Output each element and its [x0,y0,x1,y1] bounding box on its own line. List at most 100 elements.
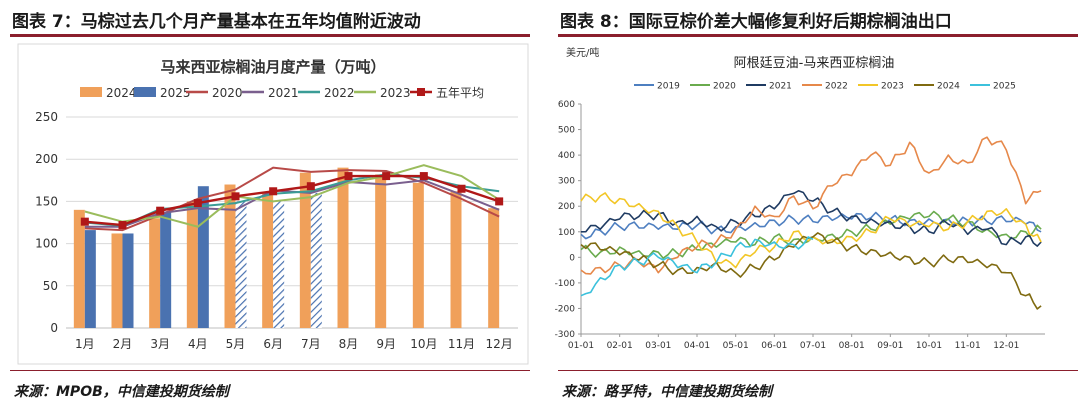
left-y-tick-label: 0 [50,321,58,335]
left-marker-五年平均 [457,184,466,193]
right-x-tick-label: 06-01 [761,341,787,351]
left-bar-2025 [160,212,172,328]
left-x-tick-label: 6月 [263,337,283,351]
left-bar-2024 [488,208,500,328]
left-title-rule [10,34,530,37]
left-y-tick-label: 150 [35,194,58,208]
left-marker-五年平均 [80,217,89,226]
left-bar-2025 [197,186,209,328]
left-legend-label: 2021 [268,86,299,100]
left-legend-label: 2024 [106,86,137,100]
right-y-unit-label: 美元/吨 [566,46,599,59]
right-y-tick-label: -200 [555,304,576,314]
left-bar-2025 [310,192,322,328]
left-bar-2024 [337,167,349,328]
left-chart-frame [17,43,529,365]
left-figure-title: 图表 7：马棕过去几个月产量基本在五年均值附近波动 [12,12,421,32]
left-marker-五年平均 [193,199,202,208]
right-line-2025 [580,236,814,297]
left-bar-2024 [73,209,85,328]
left-legend-swatch [80,87,102,97]
left-chart: 马来西亚棕榈油月度产量（万吨） 0 50 100 150 200 250 1月 2月 3月 4月 5月… [17,43,529,365]
left-legend-marker [417,88,425,96]
left-x-tick-label: 5月 [226,337,246,351]
left-legend-label: 2025 [160,86,191,100]
right-x-tick-label: 12-01 [993,341,1019,351]
right-y-tick-label: -100 [555,279,576,289]
left-marker-五年平均 [306,182,315,191]
left-x-tick-label: 7月 [301,337,321,351]
left-x-tick-label: 9月 [376,337,396,351]
right-y-tick-label: 200 [558,202,575,212]
left-x-tick-label: 8月 [339,337,359,351]
left-bar-2024 [149,218,161,328]
left-y-tick-label: 50 [43,279,58,293]
right-figure-title: 图表 8：国际豆棕价差大幅修复利好后期棕榈油出口 [560,12,952,32]
left-marker-五年平均 [495,197,504,206]
right-y-tick-label: 0 [569,253,575,263]
right-x-tick-label: 03-01 [645,341,671,351]
right-line-2021 [580,190,1042,247]
left-bar-2025 [122,233,134,328]
right-legend-label: 2024 [937,82,960,92]
left-legend-swatch [134,87,156,97]
left-figure-panel: 图表 7：马棕过去几个月产量基本在五年均值附近波动 马来西亚棕榈油月度产量（万吨… [10,12,530,400]
left-x-tick-label: 11月 [448,337,475,351]
left-bar-2024 [412,182,424,328]
left-source-note: 来源：MPOB，中信建投期货绘制 [14,384,229,400]
right-title-rule [558,34,1078,37]
right-y-tick-label: 300 [558,177,575,187]
left-legend-label: 2022 [324,86,355,100]
left-x-tick-label: 3月 [150,337,170,351]
right-x-tick-label: 11-01 [955,341,981,351]
right-legend-label: 2020 [713,82,736,92]
right-x-tick-label: 07-01 [800,341,826,351]
left-bar-2025 [235,201,247,328]
right-y-tick-label: -300 [555,330,576,340]
right-x-tick-label: 08-01 [839,341,865,351]
left-bar-2024 [262,192,274,328]
right-x-tick-label: 10-01 [916,341,942,351]
left-marker-五年平均 [419,172,428,181]
right-x-tick-label: 01-01 [568,341,594,351]
right-legend-label: 2022 [825,82,848,92]
left-marker-五年平均 [344,172,353,181]
left-marker-五年平均 [156,206,165,215]
left-legend-label: 2020 [212,86,243,100]
left-x-tick-label: 2月 [113,337,133,351]
right-line-2024 [580,232,1042,310]
left-x-tick-label: 12月 [486,337,513,351]
right-legend-label: 2025 [993,82,1016,92]
right-line-2019 [580,211,1042,240]
right-x-tick-label: 09-01 [877,341,903,351]
left-bar-2024 [450,191,462,328]
left-bar-2024 [186,201,198,328]
right-y-tick-label: 500 [558,126,575,136]
left-line-2023 [84,164,500,228]
right-x-tick-label: 04-01 [684,341,710,351]
left-marker-五年平均 [382,172,391,181]
right-source-note: 来源：路孚特，中信建投期货绘制 [562,384,772,400]
left-bar-2024 [299,172,311,328]
left-bar-2025 [84,230,96,328]
right-legend-label: 2019 [657,82,680,92]
right-y-tick-label: 400 [558,151,575,161]
left-x-tick-label: 1月 [75,337,95,351]
left-x-tick-label: 4月 [188,337,208,351]
right-x-tick-label: 02-01 [607,341,633,351]
right-legend-label: 2021 [769,82,792,92]
left-source-rule [10,370,530,371]
left-marker-五年平均 [269,187,278,196]
right-line-2022 [580,136,1042,275]
left-y-tick-label: 250 [35,110,58,124]
left-line-五年平均 [84,174,500,227]
right-x-tick-label: 05-01 [723,341,749,351]
left-bar-2024 [224,184,236,328]
right-chart-title: 阿根廷豆油-马来西亚棕榈油 [734,56,895,71]
left-bar-2024 [111,233,123,328]
left-chart-title: 马来西亚棕榈油月度产量（万吨） [160,58,385,76]
left-marker-五年平均 [231,192,240,201]
left-bar-2024 [375,174,387,328]
right-figure-panel: 图表 8：国际豆棕价差大幅修复利好后期棕榈油出口 美元/吨阿根廷豆油-马来西亚棕… [548,0,1080,415]
